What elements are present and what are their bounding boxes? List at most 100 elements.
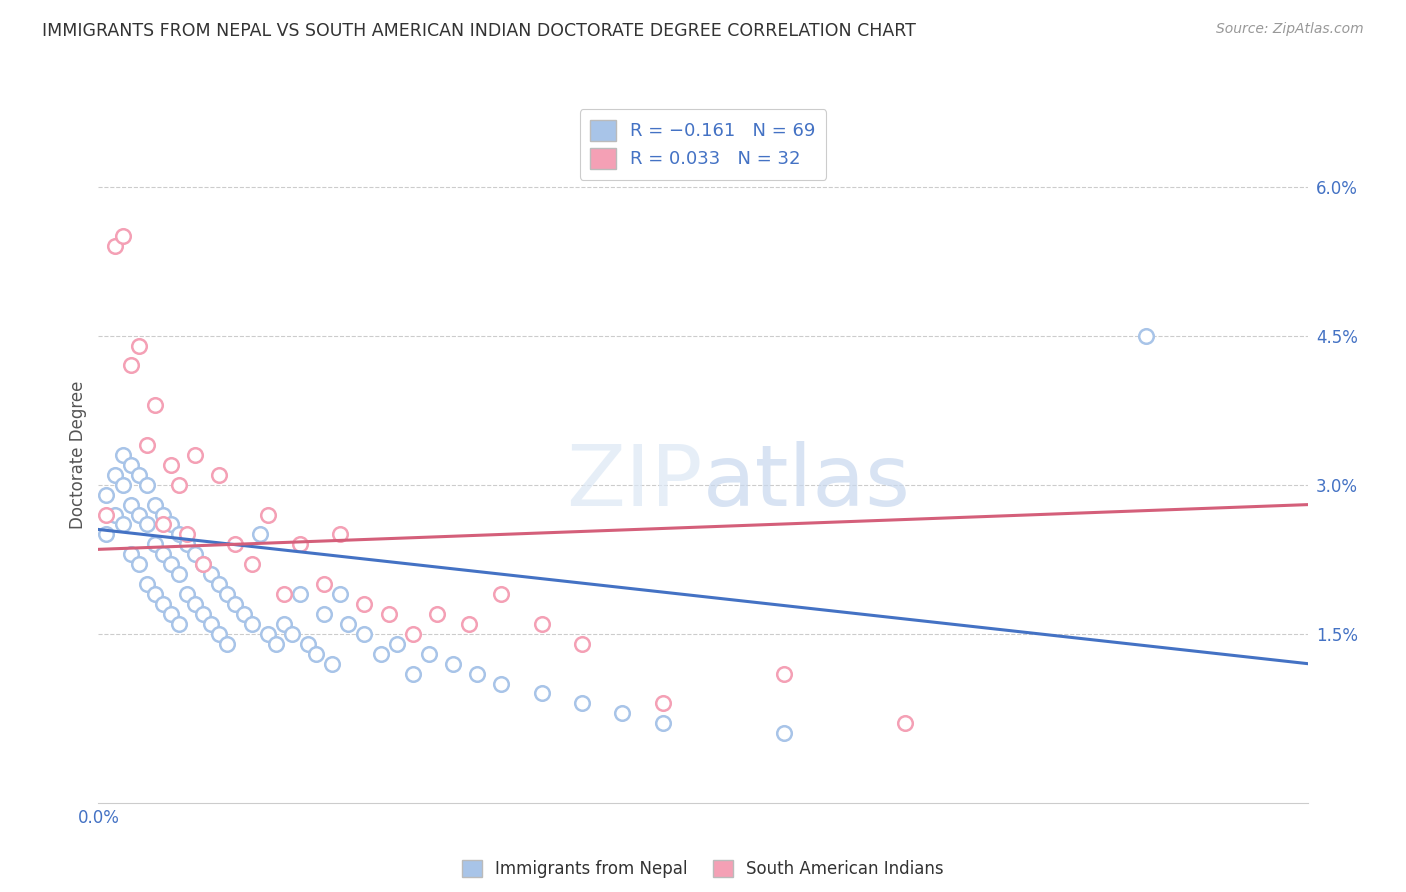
- Point: [200, 616, 222, 631]
- Point: [651, 697, 673, 711]
- Point: [224, 537, 246, 551]
- Point: [193, 558, 215, 572]
- Point: [103, 467, 125, 482]
- Point: [288, 537, 311, 551]
- Point: [120, 547, 142, 561]
- Point: [377, 607, 399, 621]
- Point: [128, 338, 150, 352]
- Point: [273, 587, 295, 601]
- Point: [264, 637, 287, 651]
- Point: [217, 587, 239, 601]
- Point: [208, 627, 231, 641]
- Point: [240, 616, 263, 631]
- Point: [402, 666, 425, 681]
- Point: [103, 508, 125, 522]
- Point: [491, 587, 513, 601]
- Point: [120, 458, 142, 472]
- Point: [167, 567, 190, 582]
- Point: [281, 627, 304, 641]
- Point: [418, 647, 440, 661]
- Point: [217, 637, 239, 651]
- Point: [135, 438, 157, 452]
- Point: [612, 706, 634, 721]
- Point: [143, 498, 166, 512]
- Point: [224, 597, 246, 611]
- Point: [772, 666, 794, 681]
- Point: [128, 467, 150, 482]
- Point: [329, 527, 352, 541]
- Point: [193, 607, 215, 621]
- Point: [571, 637, 593, 651]
- Point: [103, 239, 125, 253]
- Point: [273, 616, 295, 631]
- Point: [571, 697, 593, 711]
- Point: [1135, 328, 1157, 343]
- Point: [314, 607, 336, 621]
- Point: [160, 458, 183, 472]
- Text: Source: ZipAtlas.com: Source: ZipAtlas.com: [1216, 22, 1364, 37]
- Point: [167, 477, 190, 491]
- Point: [128, 508, 150, 522]
- Point: [143, 537, 166, 551]
- Point: [152, 597, 174, 611]
- Point: [128, 558, 150, 572]
- Point: [458, 616, 481, 631]
- Point: [111, 517, 134, 532]
- Text: 0.0%: 0.0%: [77, 809, 120, 827]
- Point: [491, 676, 513, 690]
- Point: [305, 647, 328, 661]
- Point: [184, 448, 207, 462]
- Point: [111, 229, 134, 244]
- Point: [441, 657, 464, 671]
- Text: ZIP: ZIP: [567, 442, 703, 524]
- Point: [135, 477, 157, 491]
- Point: [96, 508, 118, 522]
- Point: [337, 616, 360, 631]
- Point: [152, 547, 174, 561]
- Point: [200, 567, 222, 582]
- Point: [152, 517, 174, 532]
- Point: [651, 716, 673, 731]
- Point: [353, 627, 375, 641]
- Point: [402, 627, 425, 641]
- Point: [111, 448, 134, 462]
- Point: [249, 527, 271, 541]
- Point: [465, 666, 488, 681]
- Point: [772, 726, 794, 740]
- Point: [143, 398, 166, 412]
- Point: [193, 558, 215, 572]
- Point: [120, 498, 142, 512]
- Point: [152, 508, 174, 522]
- Point: [96, 488, 118, 502]
- Point: [135, 517, 157, 532]
- Point: [208, 467, 231, 482]
- Point: [385, 637, 408, 651]
- Point: [160, 558, 183, 572]
- Text: atlas: atlas: [703, 442, 911, 524]
- Legend: Immigrants from Nepal, South American Indians: Immigrants from Nepal, South American In…: [456, 854, 950, 885]
- Point: [176, 587, 198, 601]
- Point: [426, 607, 449, 621]
- Point: [160, 517, 183, 532]
- Point: [176, 537, 198, 551]
- Point: [329, 587, 352, 601]
- Point: [256, 508, 278, 522]
- Point: [232, 607, 254, 621]
- Point: [370, 647, 392, 661]
- Point: [321, 657, 343, 671]
- Point: [530, 616, 553, 631]
- Point: [314, 577, 336, 591]
- Point: [240, 558, 263, 572]
- Point: [208, 577, 231, 591]
- Point: [288, 587, 311, 601]
- Point: [111, 477, 134, 491]
- Point: [143, 587, 166, 601]
- Point: [184, 597, 207, 611]
- Point: [160, 607, 183, 621]
- Point: [297, 637, 319, 651]
- Point: [96, 527, 118, 541]
- Point: [176, 527, 198, 541]
- Point: [184, 547, 207, 561]
- Text: IMMIGRANTS FROM NEPAL VS SOUTH AMERICAN INDIAN DOCTORATE DEGREE CORRELATION CHAR: IMMIGRANTS FROM NEPAL VS SOUTH AMERICAN …: [42, 22, 917, 40]
- Point: [120, 359, 142, 373]
